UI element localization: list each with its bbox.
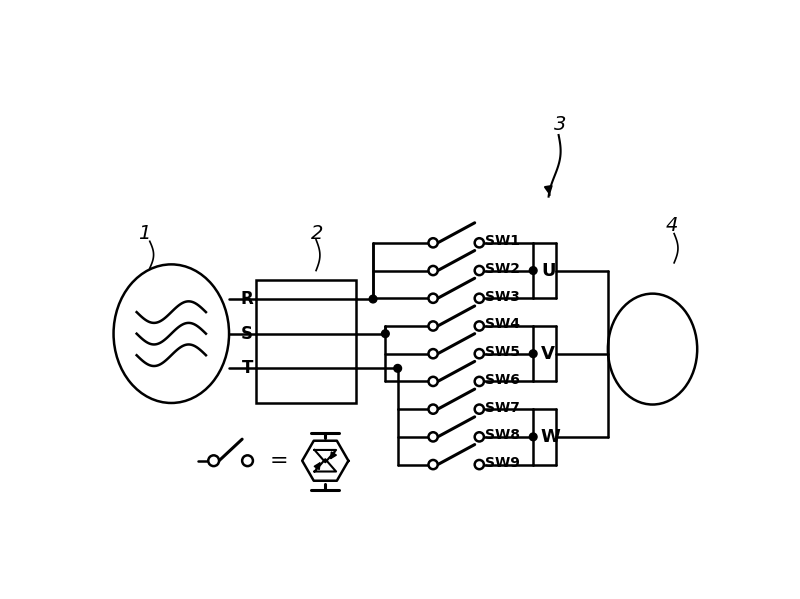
Text: S: S (241, 325, 253, 343)
Text: W: W (541, 428, 561, 446)
Circle shape (429, 321, 438, 331)
Circle shape (429, 294, 438, 303)
Circle shape (530, 433, 537, 441)
Circle shape (474, 404, 484, 414)
Circle shape (429, 266, 438, 275)
Circle shape (474, 377, 484, 386)
Text: SW5: SW5 (486, 345, 521, 359)
Bar (256, 280, 356, 403)
Circle shape (530, 267, 537, 274)
Circle shape (474, 266, 484, 275)
Text: SW1: SW1 (486, 234, 521, 248)
Text: SW7: SW7 (486, 401, 520, 415)
Circle shape (208, 455, 219, 466)
Text: 1: 1 (138, 224, 150, 243)
Circle shape (429, 460, 438, 469)
Circle shape (429, 349, 438, 358)
Circle shape (474, 460, 484, 469)
Circle shape (474, 294, 484, 303)
Text: SW9: SW9 (486, 456, 520, 470)
Text: U: U (541, 262, 555, 280)
Text: SW8: SW8 (486, 428, 521, 442)
Circle shape (530, 350, 537, 358)
Text: 3: 3 (554, 115, 566, 134)
Circle shape (429, 238, 438, 247)
Text: SW3: SW3 (486, 290, 520, 304)
Circle shape (474, 432, 484, 441)
Circle shape (242, 455, 253, 466)
Circle shape (474, 349, 484, 358)
Circle shape (429, 377, 438, 386)
Text: 2: 2 (311, 224, 324, 243)
Circle shape (369, 295, 377, 303)
Text: SW4: SW4 (486, 317, 521, 331)
Circle shape (382, 330, 390, 337)
Text: SW6: SW6 (486, 373, 520, 387)
Text: R: R (240, 290, 253, 308)
Text: =: = (270, 450, 289, 471)
Circle shape (429, 404, 438, 414)
Circle shape (474, 238, 484, 247)
Circle shape (429, 432, 438, 441)
Text: T: T (242, 359, 253, 377)
Circle shape (474, 321, 484, 331)
Text: SW2: SW2 (486, 262, 521, 276)
Circle shape (394, 364, 402, 372)
Text: 4: 4 (666, 216, 678, 235)
Text: V: V (541, 344, 554, 363)
